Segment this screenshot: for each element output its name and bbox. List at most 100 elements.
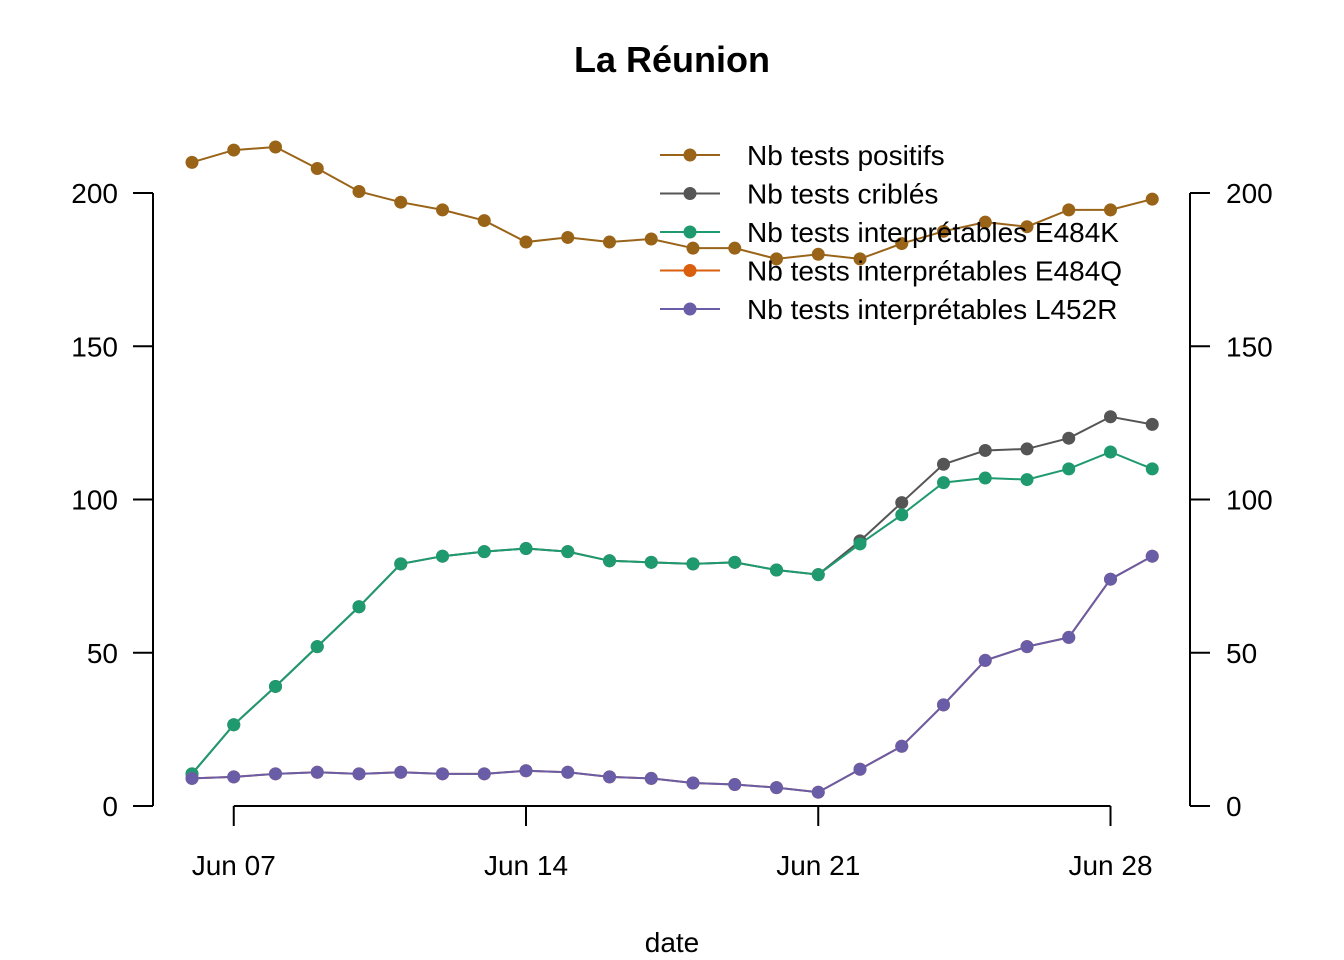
data-point xyxy=(728,241,742,255)
data-point xyxy=(310,640,324,654)
data-point xyxy=(686,241,700,255)
data-point xyxy=(227,770,241,784)
data-point xyxy=(770,252,783,266)
series-0 xyxy=(185,140,1159,266)
x-tick-label: Jun 07 xyxy=(192,850,276,881)
data-point xyxy=(1145,549,1159,563)
y-tick-label-left: 200 xyxy=(71,178,118,209)
y-tick-label-right: 100 xyxy=(1226,485,1273,516)
data-point xyxy=(937,457,950,471)
data-point xyxy=(394,195,408,209)
y-tick-label-left: 0 xyxy=(102,791,118,822)
data-point xyxy=(227,718,241,732)
data-point xyxy=(937,224,950,238)
data-point xyxy=(1145,462,1159,476)
y-tick-label-right: 0 xyxy=(1226,791,1242,822)
data-point xyxy=(185,155,199,169)
data-point xyxy=(644,232,658,246)
data-point xyxy=(770,781,783,795)
legend-marker xyxy=(683,148,697,162)
data-point xyxy=(686,557,700,571)
series-layer xyxy=(185,140,1159,799)
data-point xyxy=(310,161,324,175)
data-point xyxy=(436,767,449,781)
data-point xyxy=(978,471,992,485)
data-point xyxy=(436,549,449,563)
series-4 xyxy=(185,549,1159,799)
data-point xyxy=(603,235,616,249)
y-tick-label-left: 150 xyxy=(71,331,118,362)
data-point xyxy=(978,653,992,667)
legend-marker xyxy=(683,187,697,200)
legend-label: Nb tests interprétables L452R xyxy=(747,294,1117,325)
data-point xyxy=(811,785,825,799)
data-point xyxy=(728,555,742,569)
data-point xyxy=(1145,192,1159,206)
data-point xyxy=(477,767,491,781)
data-point xyxy=(269,679,282,693)
series-line xyxy=(191,415,1153,775)
data-point xyxy=(770,563,783,577)
data-point xyxy=(1104,445,1117,459)
data-point xyxy=(1020,220,1034,234)
x-tick-label: Jun 28 xyxy=(1068,850,1152,881)
data-point xyxy=(352,767,366,781)
data-point xyxy=(811,247,825,261)
data-point xyxy=(1104,203,1117,217)
data-point xyxy=(895,739,909,753)
legend-label: Nb tests positifs xyxy=(747,140,945,171)
data-point xyxy=(644,555,658,569)
data-point xyxy=(1062,630,1076,644)
legend-label: Nb tests criblés xyxy=(747,179,938,210)
data-point xyxy=(352,600,366,614)
data-point xyxy=(728,778,742,792)
data-point xyxy=(1104,410,1117,424)
data-point xyxy=(352,184,366,198)
axes: 0 0 50 50 100 100 150 150 200 200 Jun 07 Jun 14 Jun … xyxy=(71,178,1272,881)
data-point xyxy=(1020,473,1034,487)
legend: Nb tests positifs Nb tests criblés Nb test… xyxy=(660,140,1122,325)
data-point xyxy=(978,215,992,229)
chart-title: La Réunion xyxy=(574,39,770,80)
data-point xyxy=(561,230,575,244)
y-tick-label-right: 150 xyxy=(1226,331,1273,362)
data-point xyxy=(1020,640,1034,654)
data-point xyxy=(895,237,909,251)
data-point xyxy=(1062,431,1076,445)
data-point xyxy=(644,771,658,785)
data-point xyxy=(394,765,408,779)
data-point xyxy=(1145,417,1159,431)
series-line xyxy=(191,555,1153,794)
data-point xyxy=(519,764,533,778)
data-point xyxy=(269,767,282,781)
data-point xyxy=(811,568,825,582)
data-point xyxy=(853,762,867,776)
data-point xyxy=(603,554,616,568)
y-tick-label-left: 50 xyxy=(87,638,118,669)
data-point xyxy=(227,143,241,157)
x-axis-label: date xyxy=(645,927,700,958)
data-point xyxy=(519,542,533,556)
data-point xyxy=(1104,572,1117,586)
data-point xyxy=(978,443,992,457)
data-point xyxy=(561,545,575,559)
legend-marker xyxy=(683,225,697,239)
series-line xyxy=(191,450,1153,775)
series-2 xyxy=(185,445,1159,781)
x-tick-label: Jun 14 xyxy=(484,850,568,881)
data-point xyxy=(853,537,867,551)
data-point xyxy=(310,765,324,779)
legend-marker xyxy=(683,302,697,316)
data-point xyxy=(603,770,616,784)
data-point xyxy=(436,203,449,217)
data-point xyxy=(895,496,909,510)
legend-label: Nb tests interprétables E484Q xyxy=(747,256,1122,287)
data-point xyxy=(519,235,533,249)
data-point xyxy=(561,765,575,779)
y-tick-label-left: 100 xyxy=(71,485,118,516)
data-point xyxy=(477,545,491,559)
y-tick-label-right: 50 xyxy=(1226,638,1257,669)
data-point xyxy=(937,698,950,712)
data-point xyxy=(1062,462,1076,476)
